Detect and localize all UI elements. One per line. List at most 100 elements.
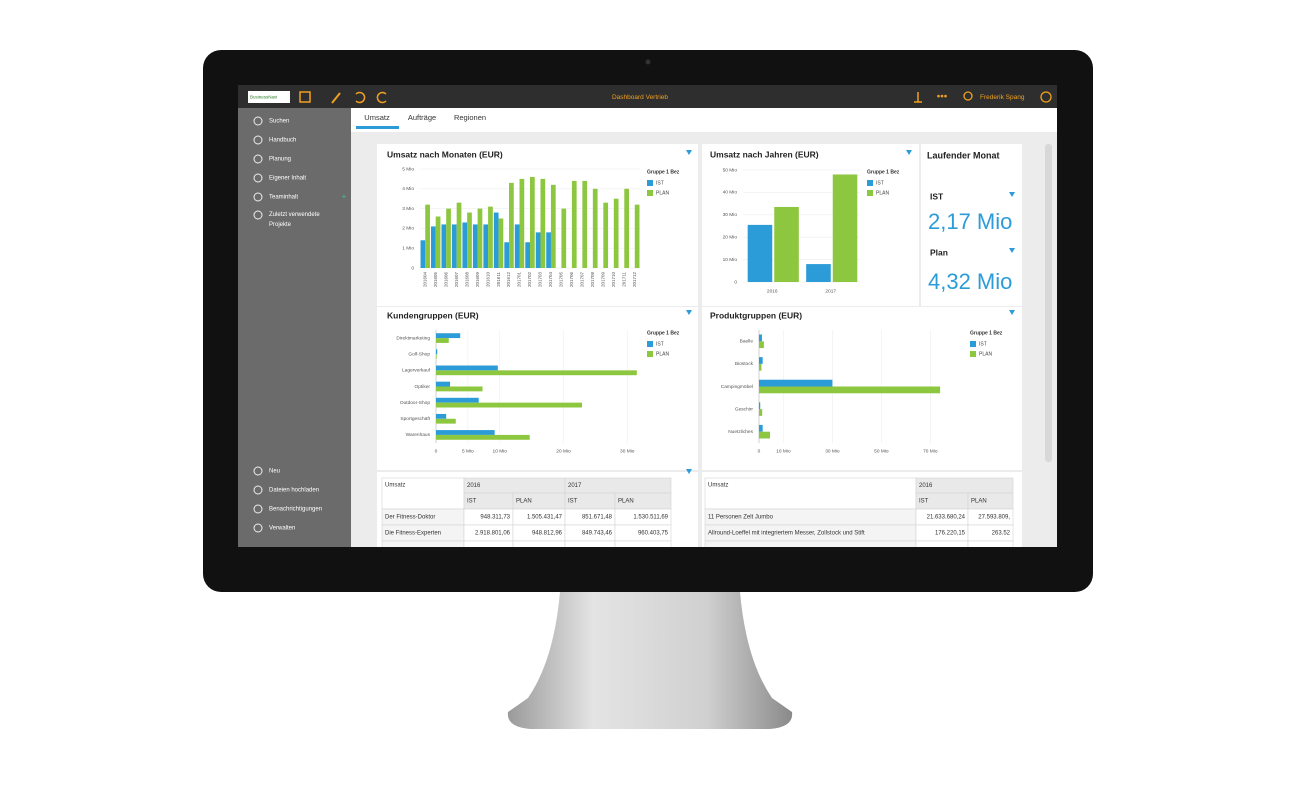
x-tick-label: 201608 (464, 272, 469, 288)
x-tick-label: 10 Mio (776, 448, 791, 454)
y-tick-label: Sportgeschäft (400, 416, 430, 422)
y-tick-label: 0 (734, 279, 737, 285)
legend-label: PLAN (656, 351, 669, 357)
table-text: 2016 (919, 483, 933, 489)
more-icon[interactable]: ••• (937, 92, 948, 103)
y-tick-label: 3 Mio (402, 206, 414, 212)
pin-icon[interactable] (914, 92, 922, 103)
bar (519, 178, 525, 268)
sidebar-item[interactable]: Verwalten (269, 526, 295, 532)
x-tick-label: 2016 (767, 288, 778, 294)
table-text: PLAN (516, 499, 532, 505)
sidebar-icon (253, 173, 263, 183)
sidebar-icon (253, 116, 263, 126)
sidebar-item[interactable]: Zuletzt verwendete Projekte (264, 210, 336, 230)
sidebar-icon (253, 485, 263, 495)
sidebar-item[interactable]: Neu (269, 469, 280, 475)
table-cell (915, 540, 969, 547)
y-tick-label: Direktmarketing (396, 335, 430, 341)
bar (436, 402, 582, 408)
help-icon[interactable] (1040, 91, 1052, 103)
user-icon[interactable] (963, 91, 973, 101)
sidebar-item[interactable]: Dateien hochladen (269, 488, 319, 494)
y-tick-label: Warenhaus (406, 432, 431, 438)
y-tick-label: 50 Mio (723, 167, 738, 173)
sidebar-item-label[interactable]: Zuletzt verwendete Projekte (269, 212, 320, 228)
bar (498, 218, 504, 268)
table-text: Allround-Loeffel mit integriertem Messer… (708, 531, 865, 537)
y-tick-label: Campingmöbel (721, 384, 753, 390)
x-tick-label: 201604 (422, 272, 427, 288)
bar (436, 418, 456, 424)
bar (436, 333, 461, 339)
save-icon[interactable] (299, 91, 311, 103)
legend-swatch (647, 180, 653, 186)
redo-icon[interactable] (376, 91, 387, 104)
table-cell (614, 540, 672, 547)
table-text: 1.505.431,47 (527, 515, 563, 521)
table-cell (381, 540, 465, 547)
legend-label: IST (656, 180, 664, 186)
bar (546, 232, 551, 268)
bar (571, 180, 577, 268)
top-bar (238, 85, 1057, 108)
table-cell (512, 540, 566, 547)
bar (477, 208, 483, 268)
sidebar-icon (253, 210, 263, 220)
x-tick-label: 201711 (621, 272, 626, 287)
sidebar-item[interactable]: Planung (269, 157, 291, 163)
bar (431, 226, 436, 268)
table-text: 2017 (568, 483, 582, 489)
table-text: 176.220,15 (935, 531, 966, 537)
kpi-label: Plan (930, 247, 948, 257)
legend-title: Gruppe 1 Bez (647, 169, 680, 175)
x-tick-label: 201610 (485, 272, 490, 288)
bar (436, 386, 483, 392)
bar (514, 224, 520, 268)
bar (540, 178, 546, 268)
x-tick-label: 201708 (590, 272, 595, 288)
x-tick-label: 5 Mio (462, 448, 474, 454)
bar (550, 184, 556, 268)
table-text: PLAN (618, 499, 634, 505)
scrollbar[interactable] (1045, 144, 1052, 462)
bar (774, 206, 799, 282)
user-name[interactable]: Frederik Spang (980, 94, 1025, 101)
undo-icon[interactable] (355, 91, 366, 104)
x-tick-label: 201706 (569, 272, 574, 288)
sidebar-item[interactable]: Teaminhalt (269, 195, 298, 201)
table-text: 21.633.680,24 (927, 515, 966, 521)
table-text: Die Fitness-Experten (385, 531, 441, 537)
bar (759, 424, 763, 432)
legend-label: IST (656, 341, 664, 347)
bar (483, 224, 489, 268)
x-tick-label: 2017 (825, 288, 836, 294)
bar (446, 208, 451, 268)
y-tick-label: 20 Mio (723, 234, 738, 240)
chart-title: Umsatz nach Monaten (EUR) (387, 149, 503, 159)
tab[interactable]: Aufträge (408, 113, 436, 122)
bar (759, 363, 762, 371)
edit-icon[interactable] (331, 92, 341, 104)
x-tick-label: 201606 (443, 272, 448, 288)
active-tab-indicator (356, 126, 399, 129)
sidebar (238, 108, 351, 547)
sidebar-item[interactable]: Benachrichtigungen (269, 507, 322, 513)
chart-title: Kundengruppen (EUR) (387, 310, 479, 320)
dashboard-name[interactable]: Dashboard Vertrieb (612, 94, 668, 101)
kpi-label: IST (930, 191, 944, 201)
tab[interactable]: Regionen (454, 113, 486, 122)
sidebar-item[interactable]: Suchen (269, 119, 289, 125)
sidebar-item[interactable]: Handbuch (269, 138, 296, 144)
x-tick-label: 201701 (517, 272, 522, 288)
x-tick-label: 201710 (611, 272, 616, 288)
sidebar-icon (253, 192, 263, 202)
tab[interactable]: Umsatz (364, 113, 390, 122)
bar (624, 188, 629, 268)
legend-label: IST (876, 180, 884, 186)
bar (759, 379, 833, 387)
legend-title: Gruppe 1 Bez (647, 330, 680, 336)
sidebar-item[interactable]: Eigener Inhalt (269, 176, 306, 182)
y-tick-label: Nuetzliches (728, 429, 753, 435)
bar (806, 264, 831, 282)
